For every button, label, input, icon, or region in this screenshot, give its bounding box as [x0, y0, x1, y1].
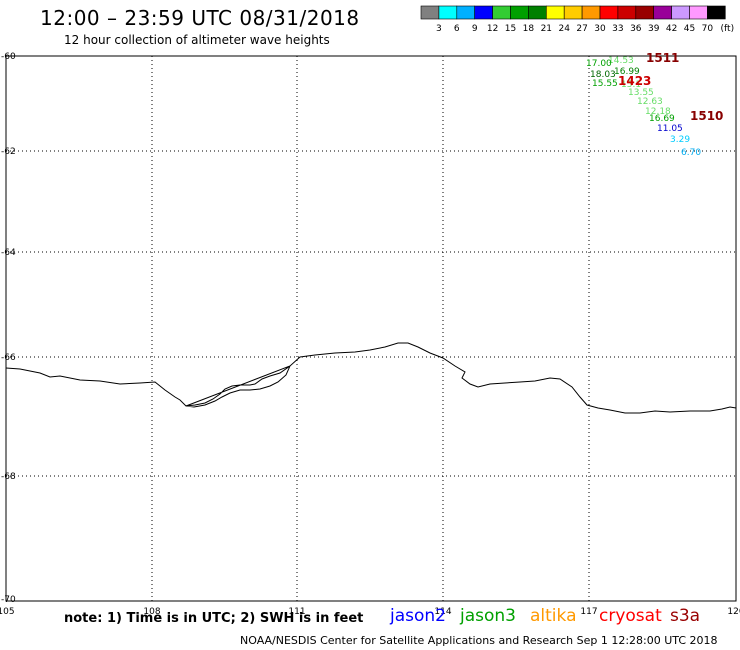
- wave-height-label: 11.05: [657, 124, 683, 134]
- longitude-label: 108: [143, 607, 160, 617]
- longitude-label: 111: [288, 607, 305, 617]
- wave-height-label: 3.29: [670, 135, 690, 145]
- legend-tick-label: 21: [541, 24, 552, 34]
- legend-swatch: [689, 5, 708, 20]
- legend-unit-label: (ft): [721, 24, 735, 34]
- latitude-label: -66: [1, 353, 16, 363]
- legend-tick-label: 70: [702, 24, 714, 34]
- wave-height-label: 15.1: [621, 80, 641, 90]
- legend-swatch: [599, 5, 619, 20]
- latitude-label: -70: [1, 595, 16, 605]
- units-note: note: 1) Time is in UTC; 2) SWH is in fe…: [64, 611, 364, 626]
- legend-swatch: [581, 5, 601, 20]
- wave-height-label: 18.03: [590, 70, 616, 80]
- page-subtitle: 12 hour collection of altimeter wave hei…: [64, 33, 330, 47]
- wave-height-label: 16.69: [649, 114, 675, 124]
- graticule: [6, 56, 736, 601]
- satellite-s3a: s3a: [670, 606, 701, 626]
- legend-swatch: [474, 5, 493, 20]
- longitude-label: 105: [0, 607, 15, 617]
- page-title: 12:00 – 23:59 UTC 08/31/2018: [40, 6, 360, 30]
- wave-height-label: 15.55: [592, 79, 618, 89]
- latitude-label: -68: [1, 472, 16, 482]
- legend-tick-label: 30: [594, 24, 606, 34]
- color-scale-legend: 3 6 9 12 15 18 21 24 27 30 33 36 39 42 45 70 (ft): [420, 5, 735, 34]
- legend-tick-label: 33: [612, 24, 623, 34]
- wave-height-label: 12.18: [645, 107, 671, 117]
- wave-height-label: 14.53: [608, 56, 634, 66]
- legend-swatch: [545, 5, 565, 20]
- observation-time-label: 1511: [646, 51, 679, 65]
- wave-height-label: 16.99: [614, 67, 640, 77]
- legend-tick-label: 36: [630, 24, 642, 34]
- legend-swatch: [456, 5, 475, 20]
- legend-swatch: [563, 5, 583, 20]
- wave-height-label: 12.63: [637, 97, 663, 107]
- legend-tick-label: 42: [666, 24, 677, 34]
- antarctic-coastline: [5, 342, 737, 414]
- wave-height-label: 17.00: [586, 59, 612, 69]
- legend-tick-label: 12: [487, 24, 498, 34]
- latitude-label: -64: [1, 248, 16, 258]
- legend-tick-label: 45: [684, 24, 695, 34]
- longitude-label: 117: [580, 607, 597, 617]
- observation-time-label: 1510: [690, 109, 723, 123]
- plot-frame: [5, 55, 737, 602]
- legend-tick-label: 9: [472, 24, 478, 34]
- latitude-label: -60: [1, 52, 16, 62]
- legend-tick-label: 18: [523, 24, 535, 34]
- legend-tick-label: 27: [576, 24, 587, 34]
- axis-labels: 105 108 111 114 117 120 -60 -62 -64 -66 -68 -70: [0, 52, 740, 617]
- wave-height-label: 13.55: [628, 88, 654, 98]
- legend-swatch: [420, 5, 440, 20]
- legend-tick-label: 6: [454, 24, 460, 34]
- legend-swatch: [707, 5, 726, 20]
- legend-swatch: [653, 5, 672, 20]
- legend-tick-label: 3: [436, 24, 442, 34]
- legend-tick-label: 24: [558, 24, 570, 34]
- satellite-jason2: jason2: [390, 606, 446, 626]
- legend-tick-label: 39: [648, 24, 660, 34]
- legend-swatch: [492, 5, 511, 20]
- satellite-cryosat: cryosat: [599, 606, 662, 626]
- legend-swatch: [510, 5, 529, 20]
- legend-tick-label: 15: [505, 24, 516, 34]
- longitude-label: 114: [434, 607, 451, 617]
- legend-swatch: [617, 5, 637, 20]
- satellite-jason3: jason3: [460, 606, 516, 626]
- legend-swatch: [671, 5, 690, 20]
- wave-height-label: 6.70: [681, 148, 701, 158]
- observation-time-label: 1423: [618, 74, 651, 88]
- credit-footer: NOAA/NESDIS Center for Satellite Applica…: [240, 634, 718, 647]
- satellite-altika: altika: [530, 606, 577, 626]
- legend-swatch: [635, 5, 654, 20]
- latitude-label: -62: [1, 147, 16, 157]
- longitude-label: 120: [727, 607, 740, 617]
- legend-swatch: [438, 5, 458, 20]
- legend-swatch: [528, 5, 547, 20]
